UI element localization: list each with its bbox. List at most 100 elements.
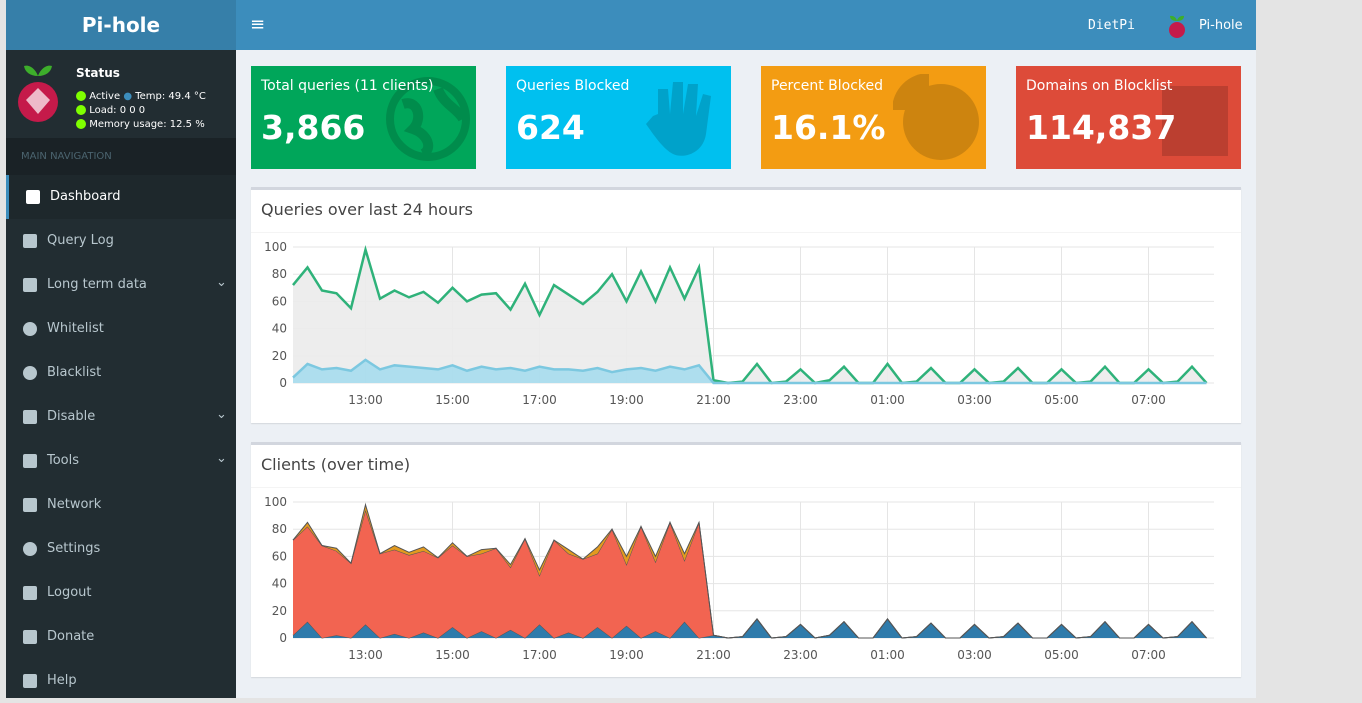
nav-item[interactable]: Query Log (6, 219, 236, 263)
status-memory: Memory usage: 12.5 % (89, 119, 205, 130)
nav-icon (23, 498, 37, 512)
status-title: Status (76, 66, 120, 80)
y-tick-label: 0 (279, 631, 287, 645)
box-icon (646, 82, 711, 156)
x-tick-label: 13:00 (348, 648, 383, 662)
logo[interactable]: Pi-hole (6, 0, 236, 50)
nav-item[interactable]: Donate (6, 615, 236, 659)
x-tick-label: 21:00 (696, 648, 731, 662)
nav-item[interactable]: Long term data ⌄ (6, 263, 236, 307)
nav-label: Help (47, 673, 77, 688)
y-tick-label: 40 (272, 322, 287, 336)
nav-icon (23, 366, 37, 380)
series-area (293, 249, 1207, 383)
series-area (293, 510, 1207, 638)
nav-icon (26, 190, 40, 204)
chart: 0 20 40 60 80 100 13:00 15:00 17:00 19:00 21:00 23:… (264, 240, 1214, 407)
box-value: 3,866 (261, 108, 366, 147)
user-icon (1169, 15, 1185, 38)
stat-box: Total queries (11 clients) 3,866 (251, 66, 476, 169)
chevron: ⌄ (216, 407, 227, 422)
y-tick-label: 40 (272, 577, 287, 591)
nav-icon (23, 454, 37, 468)
box-icon (1162, 86, 1228, 156)
x-tick-label: 19:00 (609, 393, 644, 407)
clients-panel: Clients (over time) 0 20 40 60 80 100 13:00 15:0… (251, 442, 1241, 677)
x-tick-label: 03:00 (957, 393, 992, 407)
chevron: ⌄ (216, 451, 227, 466)
content: Total queries (11 clients) 3,866 Queries B… (236, 50, 1256, 698)
series-area (293, 359, 1207, 383)
nav-heading: MAIN NAVIGATION (6, 138, 236, 175)
y-tick-label: 0 (279, 376, 287, 390)
x-tick-label: 19:00 (609, 648, 644, 662)
nav-item[interactable]: Blacklist (6, 351, 236, 395)
stat-box: Percent Blocked 16.1% (761, 66, 986, 169)
box-value: 16.1% (771, 108, 886, 147)
nav-item[interactable]: Settings (6, 527, 236, 571)
nav-label: Query Log (47, 233, 114, 248)
stat-box: Domains on Blocklist 114,837 (1016, 66, 1241, 169)
box-value: 114,837 (1026, 108, 1177, 147)
nav-item[interactable]: Network (6, 483, 236, 527)
y-tick-label: 20 (272, 604, 287, 618)
nav-label: Blacklist (47, 365, 102, 380)
nav-icon (23, 322, 37, 336)
status-load: Load: 0 0 0 (89, 105, 146, 116)
series-line (292, 244, 1208, 385)
nav-label: Dashboard (50, 189, 121, 204)
nav-icon (23, 410, 37, 424)
y-tick-label: 80 (272, 267, 287, 281)
nav-item[interactable]: Whitelist (6, 307, 236, 351)
box-label: Percent Blocked (771, 78, 883, 94)
box-icon (386, 77, 470, 161)
x-tick-label: 17:00 (522, 648, 557, 662)
y-tick-label: 100 (264, 495, 287, 509)
stat-box: Queries Blocked 624 (506, 66, 731, 169)
x-tick-label: 01:00 (870, 393, 905, 407)
nav-label: Whitelist (47, 321, 104, 336)
chart: 0 20 40 60 80 100 13:00 15:00 17:00 19:00 21:00 23:… (264, 495, 1214, 662)
nav-label: Network (47, 497, 102, 512)
y-tick-label: 100 (264, 240, 287, 254)
x-tick-label: 05:00 (1044, 393, 1079, 407)
nav-icon (23, 674, 37, 688)
nav-label: Long term data (47, 277, 147, 292)
x-tick-label: 01:00 (870, 648, 905, 662)
x-tick-label: 17:00 (522, 393, 557, 407)
sidebar: Pi-hole Status Active ● Temp: 49.4 °C Lo… (6, 0, 236, 698)
series-line (292, 502, 1207, 639)
queries-panel: Queries over last 24 hours 0 20 40 60 80 100 13… (251, 187, 1241, 423)
nav-icon (23, 586, 37, 600)
nav-label: Logout (47, 585, 92, 600)
nav-item[interactable]: Help (6, 659, 236, 703)
menu-toggle[interactable]: ≡ (250, 14, 266, 35)
nav-icon (23, 278, 37, 292)
top-bar: ≡ DietPi Pi-hole (236, 0, 1256, 50)
box-label: Total queries (11 clients) (261, 78, 434, 94)
x-tick-label: 21:00 (696, 393, 731, 407)
nav-item[interactable]: Logout (6, 571, 236, 615)
x-tick-label: 13:00 (348, 393, 383, 407)
nav-label: Tools (47, 453, 80, 468)
box-icon (893, 74, 979, 160)
series-line (292, 358, 1207, 385)
y-tick-label: 80 (272, 522, 287, 536)
x-tick-label: 05:00 (1044, 648, 1079, 662)
pihole-icon (18, 65, 58, 122)
x-tick-label: 15:00 (435, 648, 470, 662)
nav-item[interactable]: Tools ⌄ (6, 439, 236, 483)
status-details: Active ● Temp: 49.4 °C Load: 0 0 0 Memor… (76, 90, 206, 132)
nav-icon (23, 234, 37, 248)
brand[interactable]: Pi-hole (1199, 18, 1243, 33)
nav-item[interactable]: Dashboard (6, 175, 236, 219)
x-tick-label: 07:00 (1131, 393, 1166, 407)
status-temp: Temp: 49.4 °C (135, 91, 206, 102)
y-tick-label: 60 (272, 294, 287, 308)
nav-label: Settings (47, 541, 101, 556)
nav-item[interactable]: Disable ⌄ (6, 395, 236, 439)
x-tick-label: 15:00 (435, 393, 470, 407)
panel-title: Queries over last 24 hours (261, 200, 474, 219)
x-tick-label: 23:00 (783, 393, 818, 407)
